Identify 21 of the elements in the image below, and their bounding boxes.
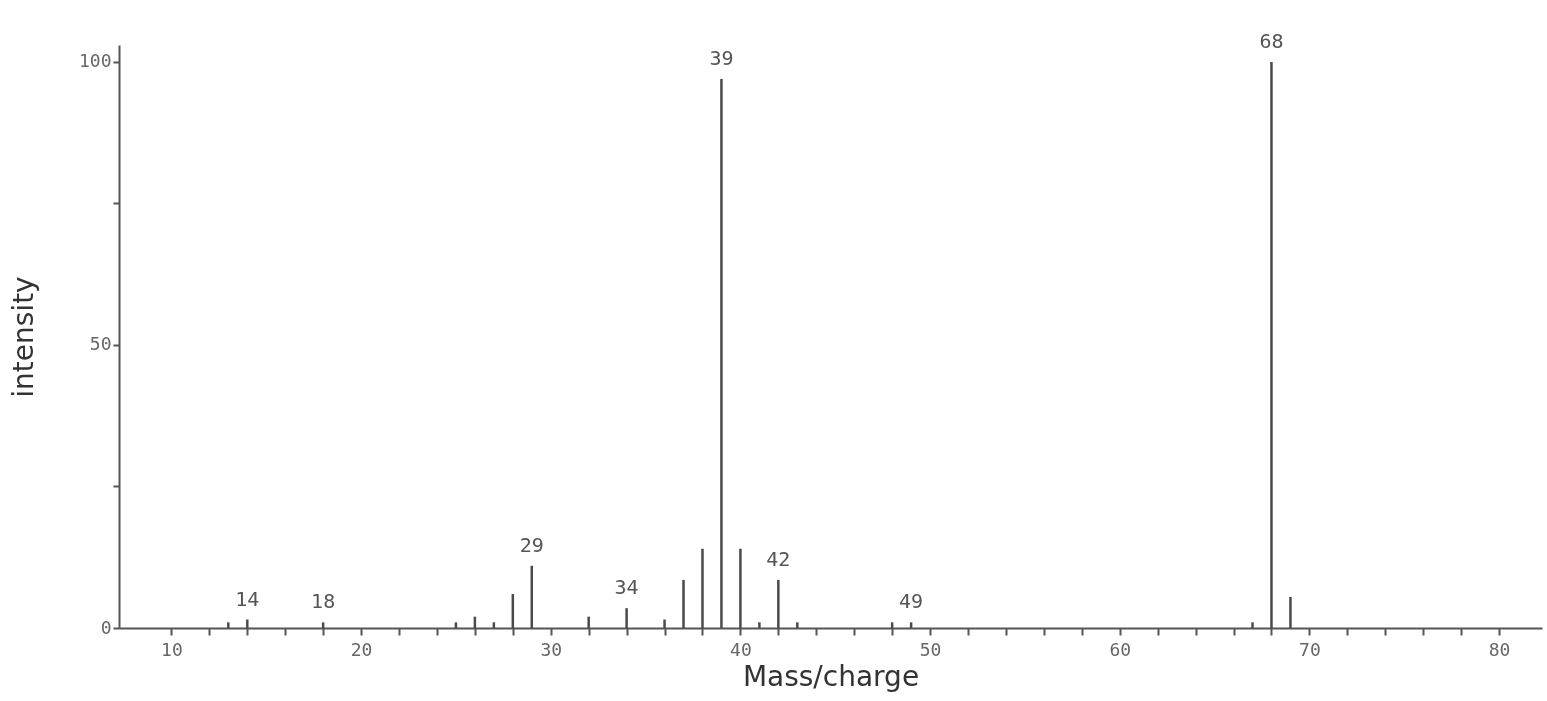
annotation: 34	[614, 575, 639, 600]
annotation: 18	[311, 589, 336, 614]
annotation: 29	[519, 532, 544, 557]
x-axis-title: Mass/charge	[742, 659, 920, 693]
y-tick-label: 0	[100, 616, 112, 638]
y-axis-title: intensity	[6, 276, 40, 398]
annotation: 14	[235, 586, 260, 611]
x-tick-label: 60	[1109, 638, 1132, 660]
x-tick-label: 40	[730, 638, 752, 660]
annotation: 68	[1259, 28, 1284, 53]
y-tick-label: 100	[78, 50, 112, 72]
x-tick-label: 80	[1488, 638, 1511, 660]
x-tick-label: 70	[1299, 638, 1321, 660]
x-tick-label: 30	[540, 638, 563, 660]
annotation: 49	[899, 589, 924, 614]
annotation: 42	[766, 546, 791, 571]
annotation: 39	[709, 45, 734, 70]
x-tick-label: 50	[919, 638, 942, 660]
x-tick-label: 20	[350, 638, 373, 660]
y-tick-label: 50	[89, 333, 112, 355]
x-tick-label: 10	[161, 638, 183, 660]
